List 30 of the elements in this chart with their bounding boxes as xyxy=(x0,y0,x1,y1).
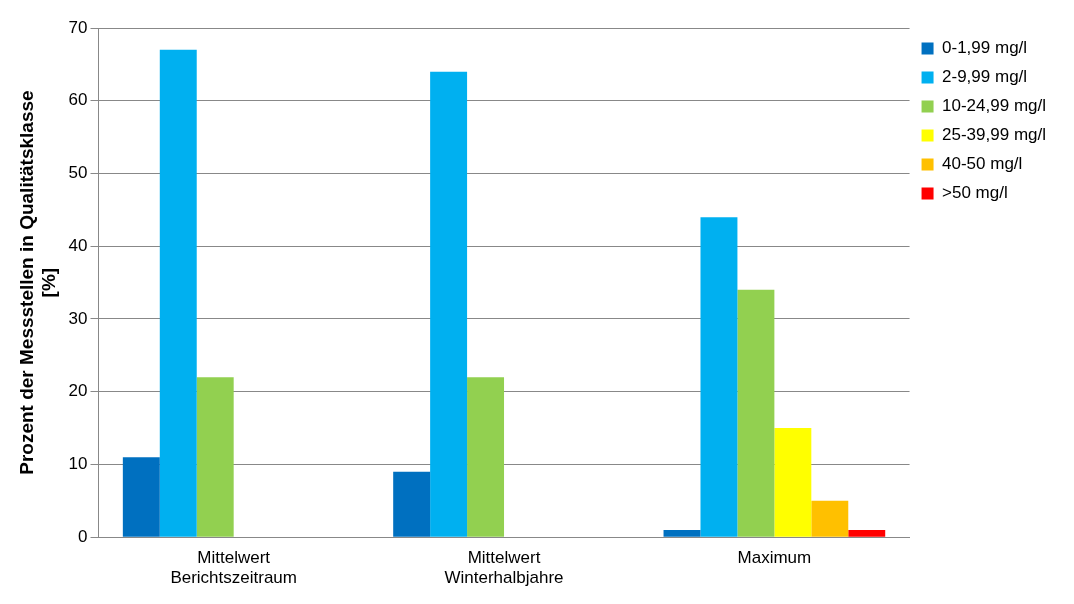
bar xyxy=(848,529,886,537)
legend-label: 2-9,99 mg/l xyxy=(942,67,1028,87)
x-tick-label: Mittelwert Berichtszeitraum xyxy=(170,548,297,588)
y-tick-label: 20 xyxy=(68,381,88,401)
y-tick-label: 40 xyxy=(68,235,88,255)
bar xyxy=(737,289,775,537)
x-tick-label: Maximum xyxy=(737,548,812,568)
y-tick-label: 0 xyxy=(78,526,88,546)
y-tick-label: 30 xyxy=(68,308,88,328)
bar xyxy=(122,457,160,537)
legend-label: 0-1,99 mg/l xyxy=(942,38,1028,58)
x-tick-label: Mittelwert Winterhalbjahre xyxy=(444,548,564,588)
y-tick-label: 50 xyxy=(68,163,88,183)
bar xyxy=(467,377,505,537)
bar xyxy=(700,217,738,537)
legend-label: 10-24,99 mg/l xyxy=(942,96,1046,116)
y-tick-label: 10 xyxy=(68,454,88,474)
legend-label: 25-39,99 mg/l xyxy=(942,125,1046,145)
bar xyxy=(774,428,812,537)
bar xyxy=(663,529,701,537)
legend-label: 40-50 mg/l xyxy=(942,154,1023,174)
bar xyxy=(393,471,431,537)
bar xyxy=(811,500,849,537)
bar xyxy=(430,71,468,537)
bar xyxy=(196,377,234,537)
y-tick-label: 70 xyxy=(68,17,88,37)
legend-label: >50 mg/l xyxy=(942,183,1008,203)
bar xyxy=(159,49,197,537)
y-axis-title: Prozent der Messstellen in Qualitätsklasse [%] xyxy=(15,90,60,475)
y-tick-label: 60 xyxy=(68,90,88,110)
